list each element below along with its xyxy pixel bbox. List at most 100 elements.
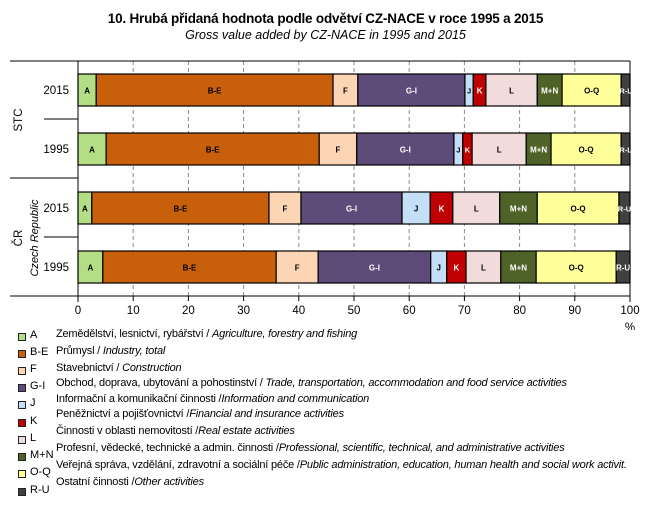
bar-segment-r-u: [620, 132, 631, 166]
legend-description: Peněžnictví a pojišťovnictví /Financial …: [56, 408, 344, 420]
bar-segment-label: M+N: [541, 87, 558, 96]
legend-description-cz: Stavebnictví /: [56, 362, 123, 374]
legend-description-cz: Zemědělství, lesnictví, rybářství /: [56, 328, 213, 340]
legend-code: R-U: [30, 484, 50, 496]
bar-segment-label: R-L: [619, 146, 632, 155]
legend-description: Zemědělství, lesnictví, rybářství / Agri…: [56, 328, 357, 340]
bar-segment-o-q: [561, 73, 622, 107]
legend-description: Ostatní činnosti /Other activities: [56, 476, 204, 488]
bar-segment-g-i: [300, 191, 403, 225]
legend-item: K Peněžnictví a pojišťovnictví /Financial…: [16, 328, 646, 427]
x-tick-label: 0: [75, 305, 81, 317]
bar-segment-label: J: [456, 146, 460, 155]
bar-segment-label: L: [474, 205, 479, 214]
bar-segment-label: O-Q: [584, 87, 599, 96]
bar-segment-b-e: [95, 73, 334, 107]
bar-segment-label: G-I: [406, 87, 417, 96]
legend-swatch: [18, 401, 26, 409]
legend-description-cz: Činnosti v oblasti nemovitostí /: [56, 425, 199, 437]
legend-description-en: Information and communication: [221, 393, 370, 405]
legend-item: R-U Ostatní činnosti /Other activities: [16, 328, 646, 496]
bar-segment-g-i: [357, 73, 466, 107]
legend-description-en: Construction: [122, 362, 182, 374]
x-tick-label: 50: [348, 305, 361, 317]
y-category-label: 2015: [43, 203, 69, 215]
bar-segment-label: F: [283, 205, 288, 214]
bar-segment-label: J: [437, 264, 441, 273]
bar-segment-b-e: [91, 191, 270, 225]
legend-code: B-E: [30, 346, 49, 358]
group-label-stc: STC: [13, 109, 25, 132]
y-category-label: 2015: [43, 85, 69, 97]
legend-code: G-I: [30, 380, 46, 392]
bar-segment-label: O-Q: [571, 205, 586, 214]
legend-code: A: [30, 329, 38, 341]
legend-description-en: Public administration, education, human …: [299, 459, 627, 471]
legend-swatch: [18, 436, 26, 444]
legend-description-cz: Peněžnictví a pojišťovnictví /: [56, 408, 190, 420]
bar-segment-label: A: [82, 205, 88, 214]
stacked-bar-chart: 0 10 20 30 40 50 60 70 80 90 100%A B-E F G-I J K L M+N O-Q…: [10, 60, 640, 330]
bar-segment-o-q: [550, 132, 622, 166]
legend-description-en: Agriculture, forestry and fishing: [212, 328, 358, 340]
bar-segment-label: B-E: [206, 146, 220, 155]
legend-description-cz: Informační a komunikační činnosti /: [56, 393, 222, 405]
legend-description: Obchod, doprava, ubytování a pohostinstv…: [56, 377, 567, 389]
bar-segment-label: O-Q: [569, 264, 584, 273]
x-tick-label: 60: [403, 305, 416, 317]
legend-description-en: Financial and insurance activities: [189, 408, 344, 420]
x-tick-label: 40: [292, 305, 305, 317]
legend-swatch: [18, 350, 26, 358]
legend-description-en: Professional, scientific, technical, and…: [278, 442, 565, 454]
bar-segment-label: M+N: [510, 264, 527, 273]
bar-segment-r-u: [620, 73, 631, 107]
x-tick-label: 30: [237, 305, 250, 317]
group-label-cr: ČR: [12, 230, 25, 247]
bar-segment-label: K: [477, 87, 483, 96]
legend-swatch: [18, 384, 26, 392]
bar-segment-label: M+N: [510, 205, 527, 214]
bar-segment-label: L: [481, 264, 486, 273]
legend-code: L: [30, 432, 37, 444]
bar-segment-label: B-E: [208, 87, 222, 96]
bar-segment-label: K: [439, 205, 445, 214]
legend-item: F Stavebnictví / Construction: [16, 328, 646, 375]
legend-code: M+N: [30, 449, 54, 461]
x-tick-label: 20: [182, 305, 195, 317]
legend-description-cz: Veřejná správa, vzdělání, zdravotní a so…: [56, 459, 300, 471]
legend-code: F: [30, 363, 37, 375]
bar-segment-label: J: [414, 205, 418, 214]
bar-segment-f: [318, 132, 358, 166]
bar-segment-a: [77, 132, 107, 166]
legend-swatch: [18, 470, 26, 478]
legend-description-cz: Obchod, doprava, ubytování a pohostinstv…: [56, 377, 266, 389]
legend-description: Činnosti v oblasti nemovitostí /Real est…: [56, 425, 295, 437]
y-category-label: 1995: [43, 144, 69, 156]
bar-segment-b-e: [102, 250, 277, 284]
bar-segment-label: L: [509, 87, 514, 96]
legend-item: J Informační a komunikační činnosti /Info…: [16, 328, 646, 409]
legend-description-en: Industry, total: [102, 345, 166, 357]
chart-title: 10. Hrubá přidaná hodnota podle odvětví …: [107, 11, 544, 26]
legend-description: Stavebnictví / Construction: [56, 362, 182, 374]
bar-segment-r-u: [615, 250, 631, 284]
bar-segment-label: K: [454, 264, 460, 273]
bar-segment-label: A: [84, 87, 90, 96]
bar-segment-label: K: [465, 146, 471, 155]
bar-segment-label: R-U: [618, 205, 631, 214]
bar-segment-g-i: [317, 250, 432, 284]
bar-segment-l: [471, 132, 527, 166]
bar-segment-label: B-E: [183, 264, 197, 273]
x-tick-label: 70: [458, 305, 471, 317]
bar-segment-label: A: [88, 264, 94, 273]
bar-segment-label: G-I: [400, 146, 411, 155]
legend-code: O-Q: [30, 466, 51, 478]
x-tick-label: 90: [568, 305, 581, 317]
legend-description-en: Other activities: [134, 476, 204, 488]
bar-segment-label: M+N: [530, 146, 547, 155]
legend-description: Veřejná správa, vzdělání, zdravotní a so…: [56, 459, 627, 471]
x-tick-label: 80: [513, 305, 526, 317]
legend-swatch: [18, 367, 26, 375]
legend-item: B-E Průmysl / Industry, total: [16, 328, 646, 358]
legend-code: K: [30, 415, 38, 427]
